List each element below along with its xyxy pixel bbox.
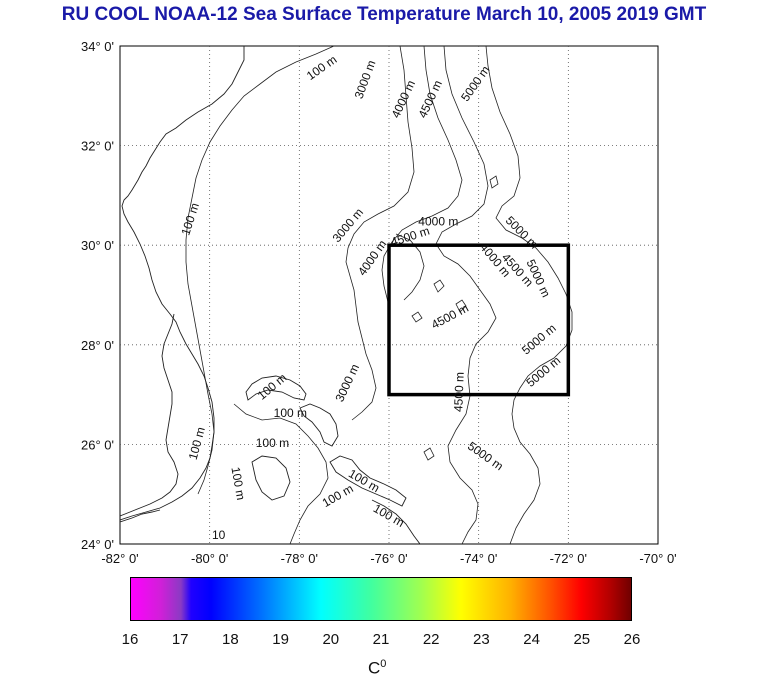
bahamas-shelf — [233, 403, 329, 544]
seamount-5 — [423, 447, 435, 461]
seamount-2 — [455, 299, 467, 313]
lon-tick-label: -80° 0' — [191, 551, 228, 566]
isobath-4000m-inner — [395, 233, 425, 301]
region-box — [387, 243, 571, 397]
colorbar-tick-label: 20 — [322, 631, 340, 648]
lat-tick-label: 28° 0' — [81, 338, 114, 353]
contour-label: 100 m — [228, 466, 248, 501]
colorbar-tick-label: 25 — [573, 631, 591, 648]
lat-tick-label: 32° 0' — [81, 139, 114, 154]
longitude-labels: -82° 0' -80° 0' -78° 0' -76° 0' -74° 0' -72° … — [101, 551, 676, 566]
bahamas-eleuthera — [329, 455, 407, 507]
lat-tick-label: 24° 0' — [81, 537, 114, 552]
lon-tick-label: -72° 0' — [550, 551, 587, 566]
coastline-gulf — [120, 313, 179, 517]
colorbar-unit: C0 — [368, 658, 387, 678]
lon-tick-label: -76° 0' — [370, 551, 407, 566]
colorbar-tick-label: 22 — [422, 631, 440, 648]
coastline-keys — [120, 509, 161, 523]
contour-label: 10 — [212, 528, 226, 542]
lat-tick-label: 26° 0' — [81, 437, 114, 452]
chart-title: RU COOL NOAA-12 Sea Surface Temperature … — [61, 4, 707, 25]
colorbar-tick-label: 24 — [523, 631, 540, 648]
lon-tick-label: -70° 0' — [639, 551, 676, 566]
colorbar-tick-label: 26 — [623, 631, 641, 648]
contour-label: 100 m — [256, 436, 289, 450]
bahamas-exuma — [371, 499, 421, 544]
bahamas-abaco — [299, 403, 339, 447]
isobath-4500m — [435, 46, 497, 544]
lat-tick-label: 34° 0' — [81, 39, 114, 54]
contour-label: 100 m — [274, 406, 307, 420]
seamount-4 — [489, 175, 499, 189]
bahamas-andros — [251, 455, 291, 501]
colorbar-tick-label: 21 — [372, 631, 390, 648]
coastline-florida — [120, 46, 245, 521]
contour-label: 4500 m — [451, 372, 466, 412]
seamount-3 — [411, 311, 423, 323]
isobath-3000m — [345, 46, 415, 421]
latitude-labels: 34° 0' 32° 0' 30° 0' 28° 0' 26° 0' 24° 0' — [81, 39, 114, 552]
lon-tick-label: -78° 0' — [281, 551, 318, 566]
lon-tick-label: -82° 0' — [101, 551, 138, 566]
colorbar — [130, 577, 632, 621]
colorbar-tick-label: 23 — [473, 631, 490, 648]
isobath-100m-shelf — [185, 46, 335, 495]
colorbar-tick-label: 18 — [222, 631, 239, 648]
colorbar-tick-label: 16 — [121, 631, 139, 648]
contour-label: 4000 m — [418, 214, 458, 228]
lat-tick-label: 30° 0' — [81, 238, 114, 253]
lon-tick-label: -74° 0' — [460, 551, 497, 566]
bahamas-grand-bahama — [245, 375, 307, 401]
seamount-1 — [433, 279, 445, 293]
colorbar-tick-label: 17 — [171, 631, 189, 648]
isobath-5000m — [485, 46, 573, 544]
isobath-4000m — [381, 46, 463, 303]
colorbar-tick-label: 19 — [272, 631, 289, 648]
